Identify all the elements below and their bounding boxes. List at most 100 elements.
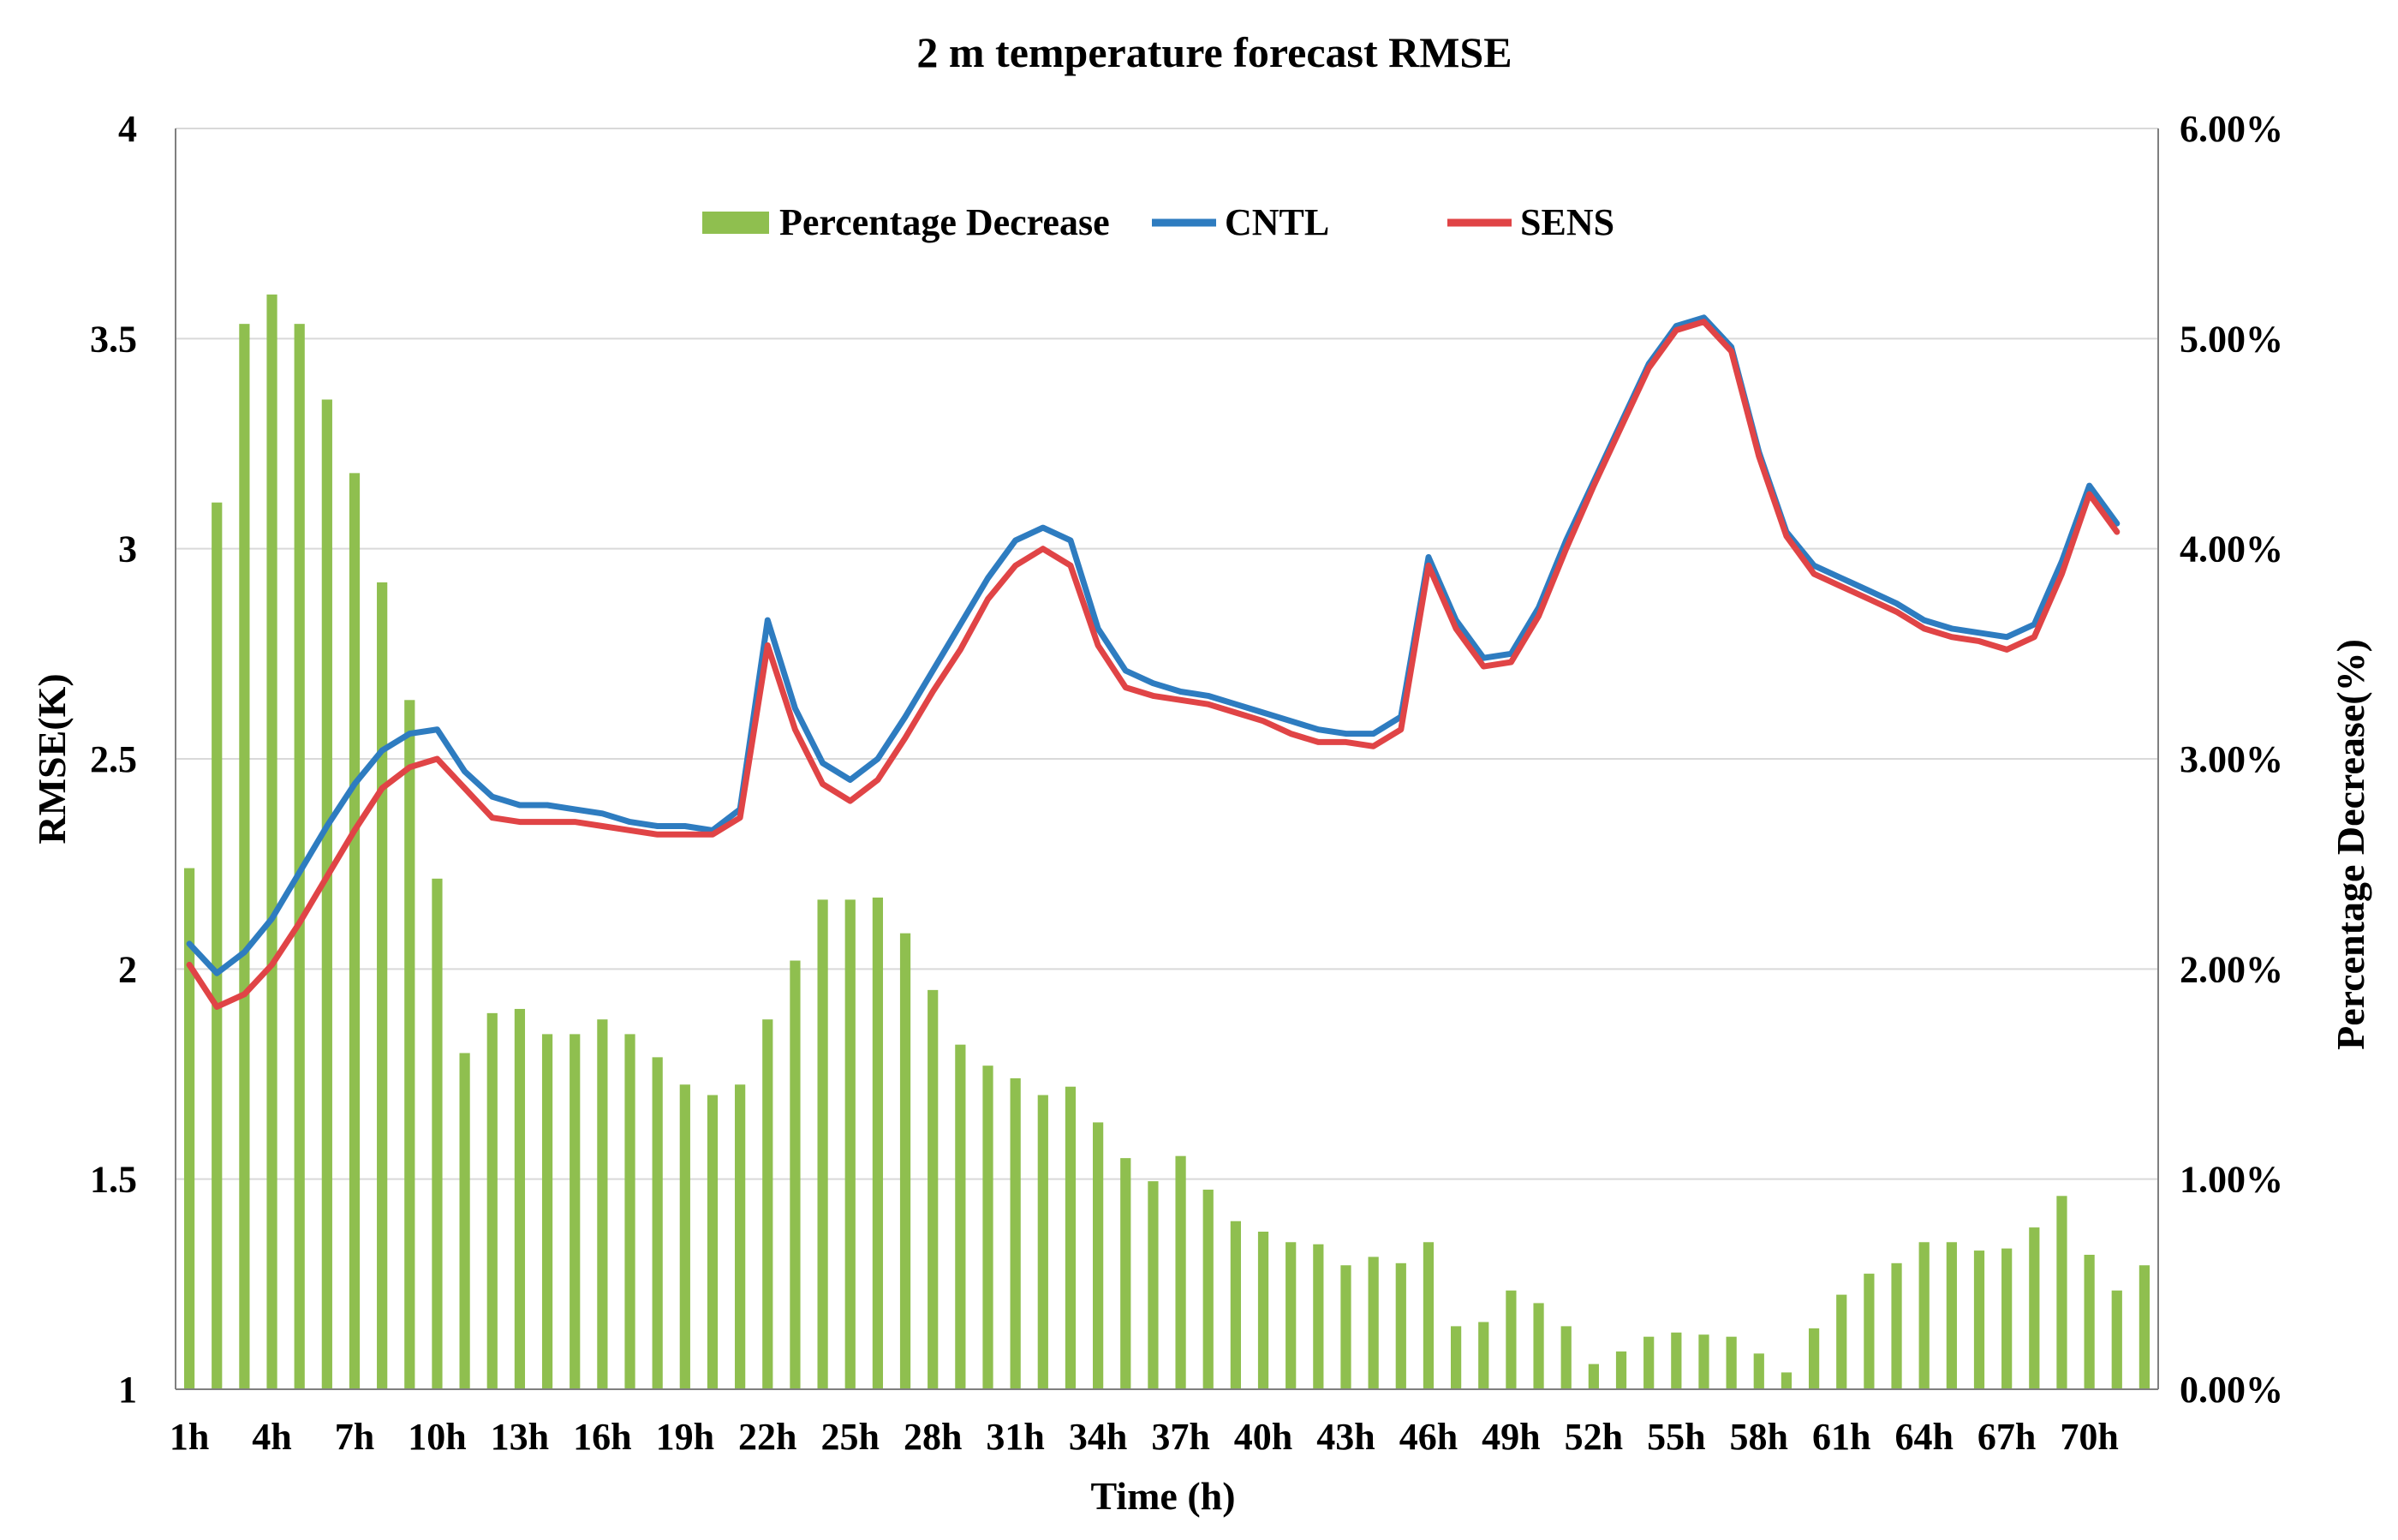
- bar: [2029, 1227, 2040, 1389]
- bar: [1864, 1274, 1875, 1389]
- gridlines: [176, 128, 2158, 1180]
- bar: [928, 989, 939, 1389]
- bar: [349, 473, 361, 1389]
- bar: [1836, 1294, 1847, 1389]
- x-tick-label: 22h: [738, 1416, 796, 1458]
- x-tick-label: 64h: [1894, 1416, 1953, 1458]
- left-y-tick-label: 2: [118, 948, 137, 990]
- line-cntl: [186, 314, 2121, 976]
- bar: [1478, 1322, 1489, 1389]
- bar: [1285, 1242, 1297, 1389]
- bar: [597, 1019, 608, 1389]
- left-y-tick-label: 2.5: [90, 738, 137, 780]
- bar: [1533, 1303, 1544, 1389]
- bar: [735, 1084, 746, 1389]
- left-y-tick-label: 3.5: [90, 318, 137, 360]
- bar: [212, 502, 223, 1389]
- bar: [1423, 1242, 1435, 1389]
- bar: [1450, 1326, 1462, 1389]
- bar: [2084, 1254, 2095, 1389]
- bar: [1395, 1262, 1406, 1389]
- legend: Percentage Decrease CNTL SENS: [702, 201, 1614, 243]
- x-tick-label: 70h: [2060, 1416, 2118, 1458]
- bar: [183, 868, 195, 1389]
- bar: [1506, 1290, 1517, 1389]
- bar: [570, 1034, 581, 1389]
- x-tick-label: 49h: [1482, 1416, 1540, 1458]
- bar: [2001, 1248, 2013, 1389]
- bar: [1010, 1077, 1021, 1389]
- bar-series-percentage-decrease: [183, 294, 2150, 1390]
- legend-swatch-percentage-decrease: [702, 212, 769, 234]
- bar: [1781, 1372, 1793, 1389]
- bar: [1148, 1181, 1159, 1389]
- left-y-tick-label: 1: [118, 1369, 137, 1411]
- x-tick-label: 40h: [1234, 1416, 1292, 1458]
- bar: [1120, 1158, 1131, 1389]
- bar: [1175, 1155, 1186, 1389]
- bar: [1230, 1221, 1241, 1389]
- left-y-tick-label: 1.5: [90, 1159, 137, 1201]
- x-tick-label: 4h: [252, 1416, 291, 1458]
- tick-labels: 1 1.5 2 2.5 3 3.5 4 0.00% 1.00% 2.00% 3.00% 4.00% 5.…: [90, 108, 2283, 1458]
- bar: [1973, 1251, 1985, 1389]
- bar: [2111, 1290, 2122, 1389]
- x-tick-label: 10h: [408, 1416, 466, 1458]
- bar: [679, 1084, 690, 1389]
- line-series: [186, 314, 2121, 1010]
- left-y-tick-label: 3: [118, 528, 137, 570]
- bar: [404, 700, 415, 1389]
- bar: [844, 899, 856, 1389]
- bar: [377, 582, 388, 1389]
- bar: [1918, 1242, 1930, 1389]
- bar: [1808, 1328, 1820, 1389]
- right-y-tick-label: 5.00%: [2180, 318, 2283, 360]
- bar: [652, 1057, 663, 1389]
- x-tick-label: 19h: [656, 1416, 714, 1458]
- x-tick-label: 28h: [904, 1416, 962, 1458]
- right-y-tick-label: 3.00%: [2180, 738, 2283, 780]
- x-tick-label: 7h: [335, 1416, 374, 1458]
- bar: [1065, 1086, 1077, 1389]
- bar: [1257, 1232, 1269, 1389]
- right-y-tick-label: 6.00%: [2180, 108, 2283, 150]
- bar: [459, 1053, 470, 1389]
- bar: [2056, 1196, 2067, 1389]
- x-tick-label: 43h: [1316, 1416, 1375, 1458]
- bar: [1313, 1244, 1324, 1389]
- x-tick-label: 16h: [573, 1416, 631, 1458]
- legend-label-sens: SENS: [1520, 201, 1614, 243]
- bar: [955, 1044, 966, 1389]
- bar: [817, 899, 828, 1389]
- right-y-tick-label: 0.00%: [2180, 1369, 2283, 1411]
- bar: [1643, 1336, 1655, 1389]
- bar: [982, 1065, 993, 1389]
- bar: [239, 324, 250, 1389]
- bar: [1588, 1364, 1599, 1389]
- right-y-tick-label: 1.00%: [2180, 1159, 2283, 1201]
- left-y-tick-label: 4: [118, 108, 137, 150]
- bar: [624, 1034, 635, 1389]
- legend-label-percentage-decrease: Percentage Decrease: [779, 201, 1110, 243]
- x-tick-label: 61h: [1812, 1416, 1870, 1458]
- bar: [2139, 1265, 2150, 1389]
- right-y-axis-title: Percentage Decrease(%): [2329, 639, 2372, 1050]
- bar: [1560, 1326, 1572, 1389]
- x-axis-title: Time (h): [1090, 1474, 1235, 1518]
- x-tick-label: 67h: [1977, 1416, 2036, 1458]
- bar: [1698, 1334, 1709, 1389]
- x-tick-label: 58h: [1730, 1416, 1788, 1458]
- bar: [1037, 1095, 1048, 1389]
- line-sens: [186, 319, 2121, 1010]
- bar: [1368, 1256, 1379, 1389]
- bar: [432, 878, 443, 1389]
- x-tick-label: 1h: [170, 1416, 209, 1458]
- bar: [1726, 1336, 1737, 1389]
- left-y-axis-title: RMSE(K): [30, 673, 74, 844]
- x-tick-label: 52h: [1565, 1416, 1623, 1458]
- bar: [707, 1095, 719, 1389]
- legend-label-cntl: CNTL: [1225, 201, 1329, 243]
- bar: [790, 960, 801, 1389]
- bar: [762, 1019, 773, 1389]
